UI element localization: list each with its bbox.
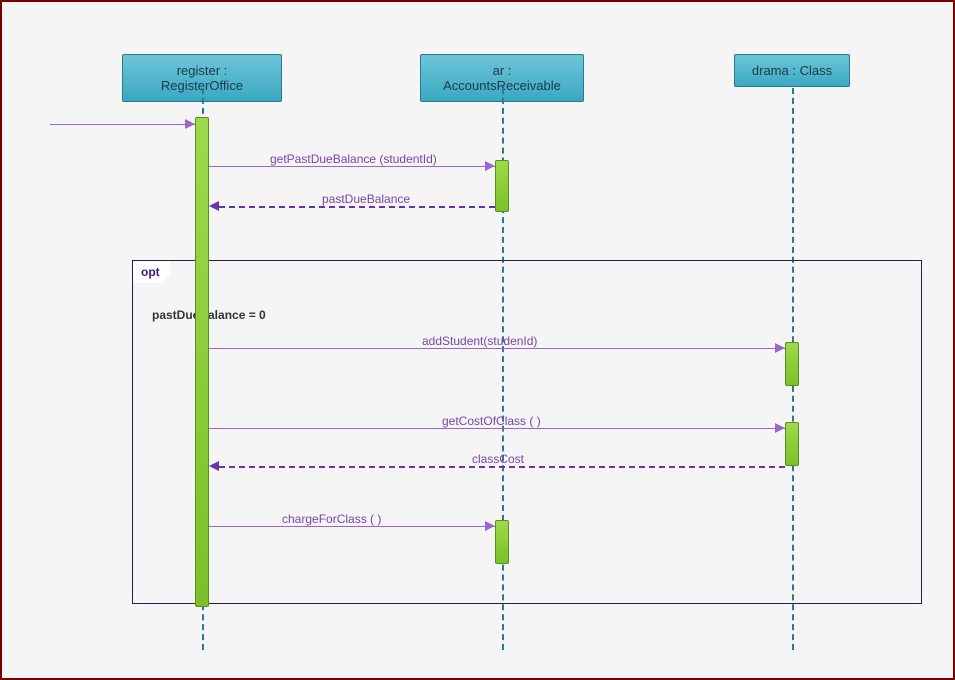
- lifeline-drama: drama : Class: [734, 54, 850, 87]
- msg-found: [50, 124, 195, 125]
- opt-label: opt: [132, 260, 170, 283]
- activation-drama-1: [785, 342, 799, 386]
- arrowhead: [775, 343, 785, 353]
- arrowhead: [209, 201, 219, 211]
- arrowhead: [485, 521, 495, 531]
- msg-label: getPastDueBalance (studentId): [270, 152, 437, 166]
- msg-getPastDueBalance: [209, 166, 495, 167]
- arrowhead: [775, 423, 785, 433]
- activation-register: [195, 117, 209, 607]
- msg-getCostOfClass: [209, 428, 785, 429]
- arrowhead: [485, 161, 495, 171]
- msg-chargeForClass: [209, 526, 495, 527]
- lifeline-label: drama : Class: [752, 63, 832, 78]
- msg-label: chargeForClass ( ): [282, 512, 381, 526]
- activation-drama-2: [785, 422, 799, 466]
- msg-label: addStudent(studenId): [422, 334, 537, 348]
- arrowhead: [185, 119, 195, 129]
- msg-pastDueBalance: [219, 206, 495, 208]
- msg-classCost: [219, 466, 785, 468]
- activation-ar-2: [495, 520, 509, 564]
- msg-label: classCost: [472, 452, 524, 466]
- msg-label: getCostOfClass ( ): [442, 414, 541, 428]
- activation-ar-1: [495, 160, 509, 212]
- msg-addStudent: [209, 348, 785, 349]
- msg-label: pastDueBalance: [322, 192, 410, 206]
- arrowhead: [209, 461, 219, 471]
- sequence-diagram-canvas: register : RegisterOffice ar : AccountsR…: [0, 0, 955, 680]
